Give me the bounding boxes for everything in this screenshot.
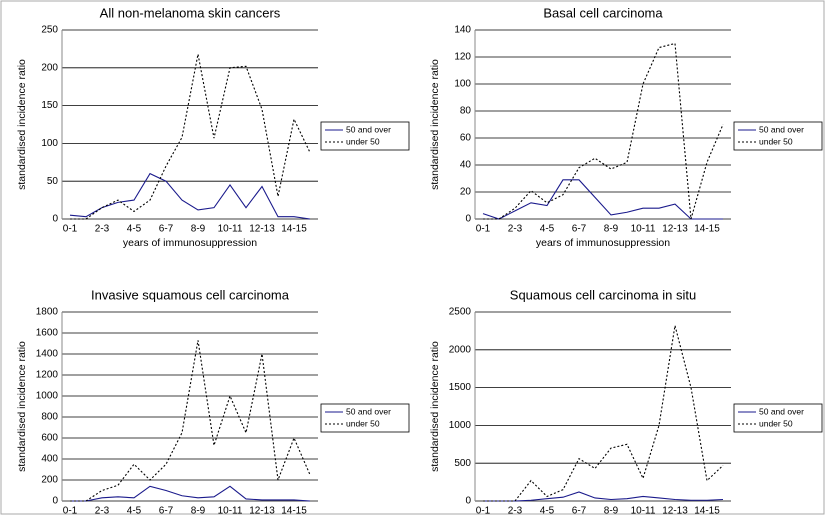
x-tick-label: 2-3 bbox=[508, 224, 523, 235]
y-tick-label: 0 bbox=[465, 214, 471, 225]
series-line bbox=[483, 325, 724, 502]
y-tick-label: 80 bbox=[460, 106, 472, 117]
legend-box bbox=[733, 121, 823, 151]
legend-box bbox=[320, 403, 410, 433]
legend-label: 50 and over bbox=[759, 124, 804, 134]
x-tick-label: 12-13 bbox=[249, 224, 275, 235]
legend-label: under 50 bbox=[346, 418, 380, 428]
x-tick-label: 2-3 bbox=[95, 506, 110, 516]
y-tick-label: 20 bbox=[460, 187, 472, 198]
x-tick-label: 0-1 bbox=[63, 224, 78, 235]
x-tick-label: 14-15 bbox=[281, 224, 307, 235]
x-tick-label: 10-11 bbox=[218, 506, 243, 516]
y-tick-label: 600 bbox=[41, 433, 58, 444]
y-tick-label: 1800 bbox=[36, 307, 59, 318]
y-tick-label: 500 bbox=[454, 458, 471, 469]
x-tick-label: 0-1 bbox=[476, 224, 491, 235]
x-tick-label: 8-9 bbox=[604, 224, 619, 235]
x-tick-label: 14-15 bbox=[694, 224, 720, 235]
y-tick-label: 150 bbox=[41, 100, 58, 111]
series-line bbox=[483, 491, 724, 502]
x-tick-label: 6-7 bbox=[159, 224, 174, 235]
x-tick-label: 10-11 bbox=[631, 224, 656, 235]
x-tick-label: 6-7 bbox=[572, 506, 587, 516]
y-tick-label: 1200 bbox=[36, 370, 59, 381]
x-tick-label: 2-3 bbox=[508, 506, 523, 516]
y-axis-title: standardised incidence ratio bbox=[16, 341, 28, 472]
legend-label: under 50 bbox=[759, 418, 793, 428]
legend-label: under 50 bbox=[346, 136, 380, 146]
legend-label: 50 and over bbox=[346, 406, 391, 416]
x-tick-label: 8-9 bbox=[191, 506, 206, 516]
y-tick-label: 1400 bbox=[36, 349, 59, 360]
x-tick-label: 12-13 bbox=[662, 224, 688, 235]
y-tick-label: 2500 bbox=[449, 307, 472, 318]
x-axis-title: years of immunosuppression bbox=[536, 237, 670, 249]
series-line bbox=[482, 179, 723, 220]
y-axis-title: standardised incidence ratio bbox=[16, 59, 28, 190]
y-tick-label: 2000 bbox=[449, 344, 472, 355]
y-tick-label: 100 bbox=[454, 79, 471, 90]
legend-label: under 50 bbox=[759, 136, 793, 146]
y-tick-label: 100 bbox=[41, 138, 58, 149]
chart-title: Invasive squamous cell carcinoma bbox=[91, 287, 290, 302]
series-line bbox=[70, 54, 311, 220]
y-tick-label: 1600 bbox=[36, 328, 59, 339]
x-axis-title: years of immunosuppression bbox=[123, 237, 257, 249]
y-tick-label: 400 bbox=[41, 454, 58, 465]
y-tick-label: 0 bbox=[52, 496, 58, 507]
x-tick-label: 14-15 bbox=[281, 506, 307, 516]
x-tick-label: 10-11 bbox=[218, 224, 243, 235]
x-tick-label: 4-5 bbox=[540, 224, 555, 235]
x-tick-label: 14-15 bbox=[694, 506, 720, 516]
y-tick-label: 800 bbox=[41, 412, 58, 423]
x-tick-label: 4-5 bbox=[127, 506, 142, 516]
y-tick-label: 1500 bbox=[449, 382, 472, 393]
legend-box bbox=[320, 121, 410, 151]
y-tick-label: 50 bbox=[47, 176, 59, 187]
x-tick-label: 0-1 bbox=[476, 506, 491, 516]
series-line bbox=[70, 485, 311, 502]
x-tick-label: 0-1 bbox=[63, 506, 78, 516]
y-tick-label: 140 bbox=[454, 25, 471, 36]
x-tick-label: 6-7 bbox=[572, 224, 587, 235]
y-tick-label: 0 bbox=[52, 214, 58, 225]
y-tick-label: 250 bbox=[41, 25, 58, 36]
y-axis-title: standardised incidence ratio bbox=[429, 341, 441, 472]
series-line bbox=[69, 172, 311, 220]
y-tick-label: 200 bbox=[41, 62, 58, 73]
x-tick-label: 12-13 bbox=[662, 506, 688, 516]
legend-label: 50 and over bbox=[759, 406, 804, 416]
y-tick-label: 1000 bbox=[36, 391, 59, 402]
x-tick-label: 2-3 bbox=[95, 224, 110, 235]
chart-title: Basal cell carcinoma bbox=[543, 5, 663, 20]
legend-label: 50 and over bbox=[346, 124, 391, 134]
y-tick-label: 200 bbox=[41, 475, 58, 486]
chart-title: All non-melanoma skin cancers bbox=[100, 5, 281, 20]
chart-title: Squamous cell carcinoma in situ bbox=[510, 287, 696, 302]
y-tick-label: 1000 bbox=[449, 420, 472, 431]
y-tick-label: 40 bbox=[460, 160, 472, 171]
x-tick-label: 4-5 bbox=[540, 506, 555, 516]
legend-box bbox=[733, 403, 823, 433]
x-tick-label: 6-7 bbox=[159, 506, 174, 516]
x-tick-label: 12-13 bbox=[249, 506, 275, 516]
y-tick-label: 0 bbox=[465, 496, 471, 507]
x-tick-label: 8-9 bbox=[604, 506, 619, 516]
series-line bbox=[483, 42, 724, 220]
y-axis-title: standardised incidence ratio bbox=[429, 59, 441, 190]
series-line bbox=[70, 340, 311, 502]
x-tick-label: 10-11 bbox=[631, 506, 656, 516]
x-tick-label: 8-9 bbox=[191, 224, 206, 235]
y-tick-label: 120 bbox=[454, 52, 471, 63]
x-tick-label: 4-5 bbox=[127, 224, 142, 235]
y-tick-label: 60 bbox=[460, 133, 472, 144]
